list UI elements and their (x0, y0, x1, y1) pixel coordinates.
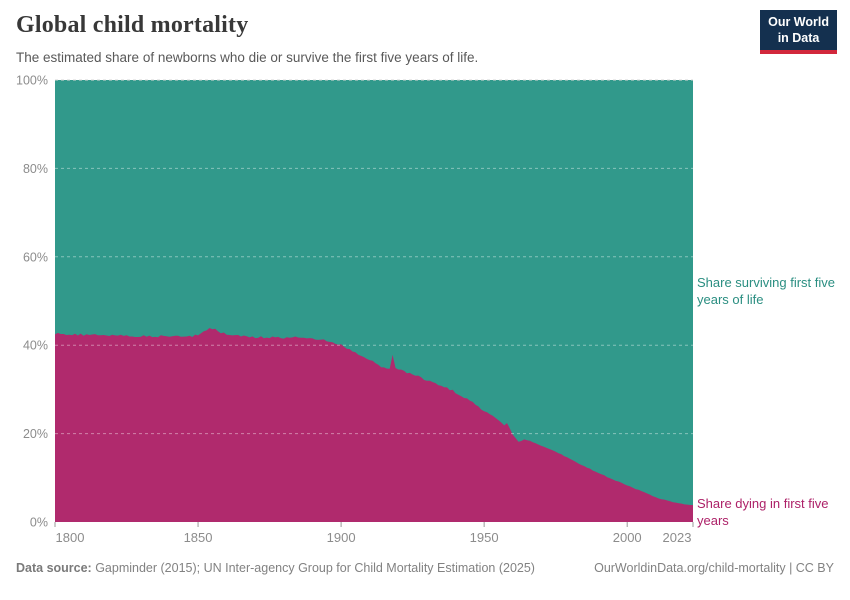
x-axis-tick-label: 2000 (613, 530, 642, 545)
x-axis-tick-label: 2023 (663, 530, 692, 545)
area-dying[interactable] (55, 328, 693, 522)
x-axis-tick-label: 1950 (470, 530, 499, 545)
chart-area: 0% 20% 40% 60% 80% 100% 1800 1850 1900 1950 2000 20… (0, 68, 850, 558)
data-source-label: Data source: (16, 561, 92, 575)
owid-logo[interactable]: Our World in Data (760, 10, 837, 55)
y-axis-tick-label: 80% (23, 162, 48, 176)
page-title: Global child mortality (16, 12, 249, 38)
chart-footer: Data source: Gapminder (2015); UN Inter-… (0, 558, 850, 576)
x-axis-tick-label: 1850 (184, 530, 213, 545)
y-axis-tick-label: 0% (30, 516, 48, 530)
chart-header: Global child mortality The estimated sha… (0, 0, 850, 68)
x-axis-tick-label: 1900 (327, 530, 356, 545)
owid-url-link[interactable]: OurWorldinData.org/child-mortality | CC … (594, 561, 834, 575)
chart-subtitle: The estimated share of newborns who die … (16, 49, 479, 65)
y-axis-tick-label: 100% (16, 74, 48, 88)
series-label-dying: Share dying in first five years (697, 496, 829, 528)
stacked-area-chart[interactable]: 0% 20% 40% 60% 80% 100% 1800 1850 1900 1950 2000 20… (0, 68, 850, 558)
series-label-surviving: Share surviving first five years of life (697, 275, 835, 307)
owid-logo-line1: Our World (768, 15, 829, 29)
y-axis-tick-label: 60% (23, 250, 48, 264)
y-axis-tick-label: 40% (23, 339, 48, 353)
y-axis-tick-label: 20% (23, 427, 48, 441)
owid-logo-line2: in Data (777, 30, 820, 45)
data-source-note: Data source: Gapminder (2015); UN Inter-… (16, 560, 535, 576)
data-source-text: Gapminder (2015); UN Inter-agency Group … (91, 561, 535, 575)
x-axis-tick-label: 1800 (56, 530, 85, 545)
